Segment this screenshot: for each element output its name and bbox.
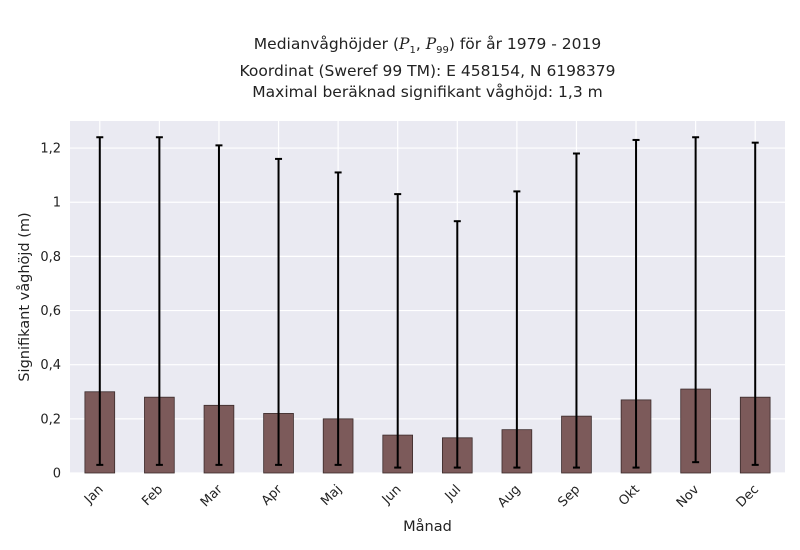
x-tick-label: Nov: [674, 482, 703, 511]
error-bar-aug: [513, 190, 521, 469]
x-tick-label: Feb: [139, 482, 166, 509]
error-bars: [96, 136, 759, 469]
x-tick-label: Maj: [318, 482, 345, 509]
y-tick-label: 0,6: [40, 304, 61, 319]
error-bar-mar: [215, 144, 223, 466]
y-tick-label: 0,4: [40, 358, 61, 373]
y-tick-label: 1,2: [40, 142, 61, 157]
x-tick-label: Apr: [259, 482, 286, 509]
y-tick-labels: 0 0,2 0,4 0,6 0,8 1 1,2: [40, 142, 61, 482]
x-tick-label: Sep: [555, 482, 583, 510]
x-tick-label: Jul: [442, 482, 464, 504]
error-bar-dec: [751, 141, 759, 466]
error-bar-apr: [275, 157, 283, 466]
error-bar-feb: [155, 136, 163, 466]
error-bar-jan: [96, 136, 104, 466]
x-tick-label: Jun: [379, 482, 405, 508]
chart-title: Medianvåghöjder (P1, P99) för år 1979 - …: [70, 34, 785, 103]
y-tick-label: 0,8: [40, 250, 61, 265]
y-tick-label: 0,2: [40, 412, 61, 427]
x-tick-label: Okt: [616, 482, 643, 509]
chart-title-line-1: Medianvåghöjder (P1, P99) för år 1979 - …: [253, 35, 602, 57]
y-axis-label: Signifikant våghöjd (m): [16, 212, 33, 381]
x-tick-labels: Jan Feb Mar Apr Maj Jun Jul Aug Sep Okt Nov Dec: [81, 482, 762, 511]
error-bar-okt: [632, 138, 640, 469]
chart-title-line-2: Koordinat (Sweref 99 TM): E 458154, N 61…: [239, 62, 616, 81]
chart-title-line-3: Maximal beräknad signifikant våghöjd: 1,…: [252, 83, 603, 102]
error-bar-nov: [692, 136, 700, 464]
error-bar-jul: [453, 220, 461, 469]
y-tick-label: 1: [53, 196, 61, 211]
error-bar-maj: [334, 171, 342, 466]
error-bar-sep: [572, 152, 580, 469]
x-tick-label: Aug: [495, 482, 524, 511]
x-tick-label: Mar: [198, 482, 226, 510]
error-bar-jun: [394, 193, 402, 469]
x-axis-label: Månad: [403, 518, 452, 535]
y-tick-label: 0: [53, 467, 61, 482]
plot-area: [70, 121, 785, 473]
x-tick-label: Dec: [734, 482, 762, 510]
x-tick-label: Jan: [81, 482, 106, 507]
